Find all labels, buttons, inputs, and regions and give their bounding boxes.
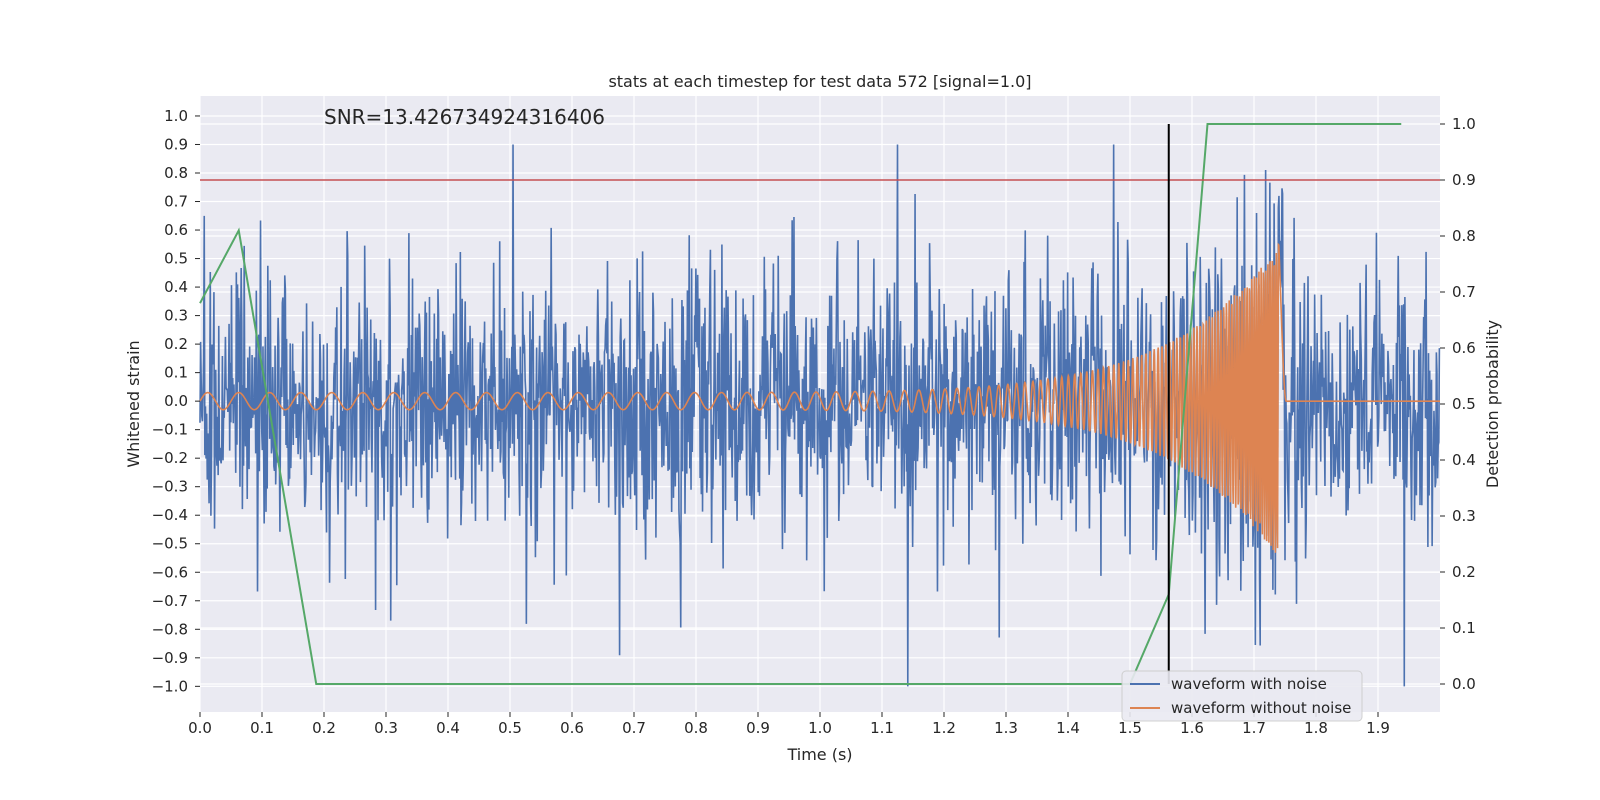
y-left-tick-label: 0.2 — [164, 335, 188, 353]
y-left-tick-label: 0.5 — [164, 250, 188, 268]
y-left-tick-label: 0.3 — [164, 307, 188, 325]
chart-title: stats at each timestep for test data 572… — [608, 72, 1031, 91]
x-tick-label: 0.9 — [746, 719, 770, 737]
y-right-tick-label: 1.0 — [1452, 115, 1476, 133]
y-left-tick-label: 0.7 — [164, 193, 188, 211]
x-tick-label: 0.4 — [436, 719, 460, 737]
x-tick-label: 1.8 — [1304, 719, 1328, 737]
y-left-tick-label: −0.2 — [152, 449, 188, 467]
x-tick-label: 0.5 — [498, 719, 522, 737]
y-left-tick-label: −0.6 — [152, 563, 188, 581]
y-right-tick-label: 0.1 — [1452, 619, 1476, 637]
y-left-tick-label: 0.8 — [164, 164, 188, 182]
y-left-tick-label: 0.1 — [164, 364, 188, 382]
x-tick-label: 1.9 — [1366, 719, 1390, 737]
series-waveform-without-noise — [199, 242, 1440, 553]
y-left-tick-label: −0.5 — [152, 535, 188, 553]
x-axis-label: Time (s) — [786, 745, 852, 764]
y-left-tick-label: −0.9 — [152, 649, 188, 667]
legend: waveform with noise waveform without noi… — [1121, 670, 1363, 722]
x-tick-label: 0.8 — [684, 719, 708, 737]
y-right-tick-label: 0.9 — [1452, 171, 1476, 189]
x-tick-label: 1.1 — [870, 719, 894, 737]
x-tick-label: 1.7 — [1242, 719, 1266, 737]
y-right-tick-label: 0.0 — [1452, 675, 1476, 693]
y-left-tick-label: −0.4 — [152, 506, 188, 524]
x-tick-label: 1.4 — [1056, 719, 1080, 737]
y-right-tick-label: 0.3 — [1452, 507, 1476, 525]
legend-box — [1121, 670, 1363, 722]
x-tick-label: 1.6 — [1180, 719, 1204, 737]
y-right-tick-label: 0.4 — [1452, 451, 1476, 469]
x-tick-label: 1.2 — [932, 719, 956, 737]
y-right-tick-label: 0.2 — [1452, 563, 1476, 581]
legend-label-noise: waveform with noise — [1171, 675, 1327, 693]
y-right-tick-label: 0.7 — [1452, 283, 1476, 301]
legend-label-clean: waveform without noise — [1171, 699, 1351, 717]
x-tick-label: 0.2 — [312, 719, 336, 737]
y-left-tick-label: 0.6 — [164, 221, 188, 239]
y-left-tick-label: 0.0 — [164, 392, 188, 410]
snr-annotation: SNR=13.426734924316406 — [324, 105, 605, 129]
x-tick-label: 0.0 — [188, 719, 212, 737]
x-ticks: 0.0 0.1 0.2 0.3 0.4 0.5 0.6 0.7 0.8 0.9 1.0 1.1 1.2 1… — [188, 712, 1390, 737]
x-tick-label: 1.3 — [994, 719, 1018, 737]
y-right-ticks: 1.0 0.9 0.8 0.7 0.6 0.5 0.4 0.3 0.2 0.1 0.0 — [1440, 115, 1476, 693]
series-detection-probability — [199, 123, 1402, 685]
y-left-tick-label: −0.3 — [152, 478, 188, 496]
y-right-tick-label: 0.6 — [1452, 339, 1476, 357]
y-left-tick-label: −1.0 — [152, 677, 188, 695]
y-left-tick-label: 0.9 — [164, 135, 188, 153]
y-left-tick-label: 0.4 — [164, 278, 188, 296]
y-left-tick-label: 1.0 — [164, 107, 188, 125]
x-tick-label: 1.5 — [1118, 719, 1142, 737]
x-tick-label: 1.0 — [808, 719, 832, 737]
x-tick-label: 0.3 — [374, 719, 398, 737]
series-layer — [199, 123, 1441, 687]
y-left-tick-label: −0.7 — [152, 592, 188, 610]
y-left-tick-label: −0.8 — [152, 620, 188, 638]
x-tick-label: 0.1 — [250, 719, 274, 737]
x-tick-label: 0.6 — [560, 719, 584, 737]
y-left-tick-label: −0.1 — [152, 421, 188, 439]
x-tick-label: 0.7 — [622, 719, 646, 737]
y-right-axis-label: Detection probability — [1483, 320, 1502, 488]
y-left-ticks: 1.0 0.9 0.8 0.7 0.6 0.5 0.4 0.3 0.2 0.1 0.0 −0.1 −0.… — [152, 107, 200, 695]
y-right-tick-label: 0.5 — [1452, 395, 1476, 413]
y-left-axis-label: Whitened strain — [124, 340, 143, 467]
y-right-tick-label: 0.8 — [1452, 227, 1476, 245]
